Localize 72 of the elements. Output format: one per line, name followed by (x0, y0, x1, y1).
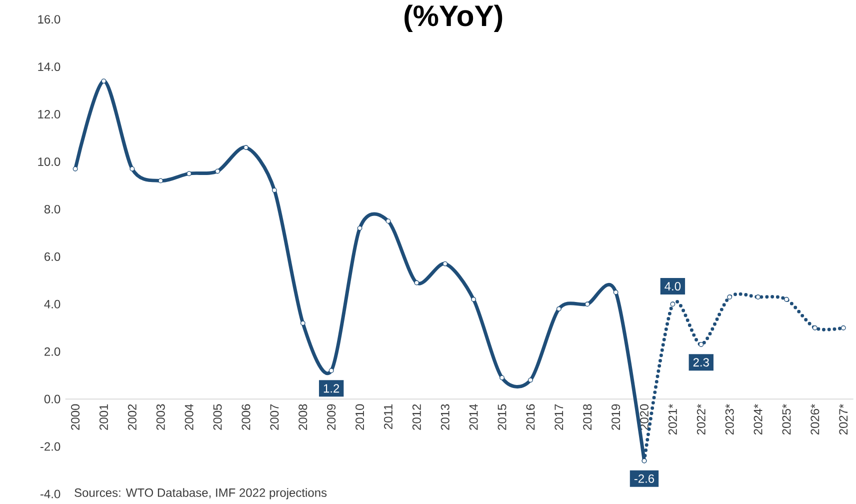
point (130, 166, 135, 172)
x-tick-label: 2010 (356, 404, 364, 430)
x-tick-label: 2004 (184, 404, 194, 430)
x-tick-label: 2021* (668, 404, 677, 435)
x-tick-label: 2007 (270, 404, 279, 430)
x-tick-label: 2005 (213, 404, 222, 430)
point (158, 178, 164, 184)
point (386, 218, 391, 224)
x-tick-label: 2009 (327, 404, 336, 430)
point (556, 306, 562, 312)
point (328, 368, 334, 374)
x-tick-label: 2018 (583, 404, 592, 430)
point (357, 226, 362, 231)
x-tick-label: 2008 (298, 404, 308, 430)
point (500, 375, 504, 380)
point (840, 325, 846, 330)
x-tick-label: 2001 (99, 404, 108, 430)
data-label: 2.3 (693, 358, 709, 367)
y-tick-label: -4.0 (40, 490, 60, 498)
point (584, 302, 590, 307)
point (215, 168, 220, 174)
annotation: Sources: WTO Database, IMF 2022 projections (74, 488, 327, 500)
x-tick-label: 2002 (128, 404, 136, 430)
point (784, 296, 789, 302)
point (642, 458, 647, 464)
data-label: -2.6 (634, 474, 654, 483)
point (613, 290, 618, 295)
x-tick-label: 2003 (156, 404, 165, 430)
data-label: 1.2 (324, 384, 340, 393)
data-label: 4.0 (664, 282, 681, 291)
x-tick-label: 2019 (612, 404, 620, 430)
point (72, 166, 78, 172)
point (471, 296, 476, 302)
point (756, 294, 761, 300)
x-tick-label: 2000 (71, 404, 80, 430)
x-tick-label: 2026* (810, 404, 820, 435)
chart-title: (%YoY) (404, 4, 502, 32)
y-tick-label: 14.0 (38, 62, 60, 72)
point (727, 294, 732, 300)
x-tick-label: 2016 (526, 404, 535, 430)
x-tick-label: 2023* (725, 404, 734, 435)
point (272, 188, 277, 193)
point (528, 378, 533, 383)
x-tick-label: 2022* (696, 404, 706, 435)
point (244, 145, 248, 150)
y-tick-label: 8.0 (44, 204, 60, 214)
y-tick-label: 16.0 (38, 15, 60, 24)
y-tick-label: -2.0 (40, 442, 60, 451)
x-tick-label: 2024* (754, 404, 762, 435)
x-tick-label: 2012 (412, 404, 421, 430)
y-tick-label: 10.0 (38, 157, 60, 166)
y-tick-label: 12.0 (38, 110, 60, 119)
point (812, 325, 818, 330)
y-tick-label: 4.0 (44, 300, 60, 308)
y-tick-label: 0.0 (44, 394, 60, 404)
x-tick-label: 2013 (440, 404, 450, 430)
x-tick-label: 2015 (498, 404, 506, 430)
point (698, 342, 704, 347)
point (442, 261, 448, 266)
point (670, 302, 676, 307)
x-tick-label: 2025* (782, 404, 791, 435)
point (186, 171, 192, 176)
point (101, 78, 106, 84)
x-tick-label: 2017 (554, 404, 564, 430)
y-tick-label: 2.0 (44, 347, 60, 356)
x-tick-label: 2006 (242, 404, 250, 430)
y-tick-label: 6.0 (44, 252, 60, 261)
x-tick-label: 2014 (469, 404, 478, 430)
x-tick-label: 2011 (384, 404, 392, 429)
point (300, 320, 306, 326)
point (414, 280, 420, 286)
x-tick-label: 2027* (839, 404, 848, 435)
